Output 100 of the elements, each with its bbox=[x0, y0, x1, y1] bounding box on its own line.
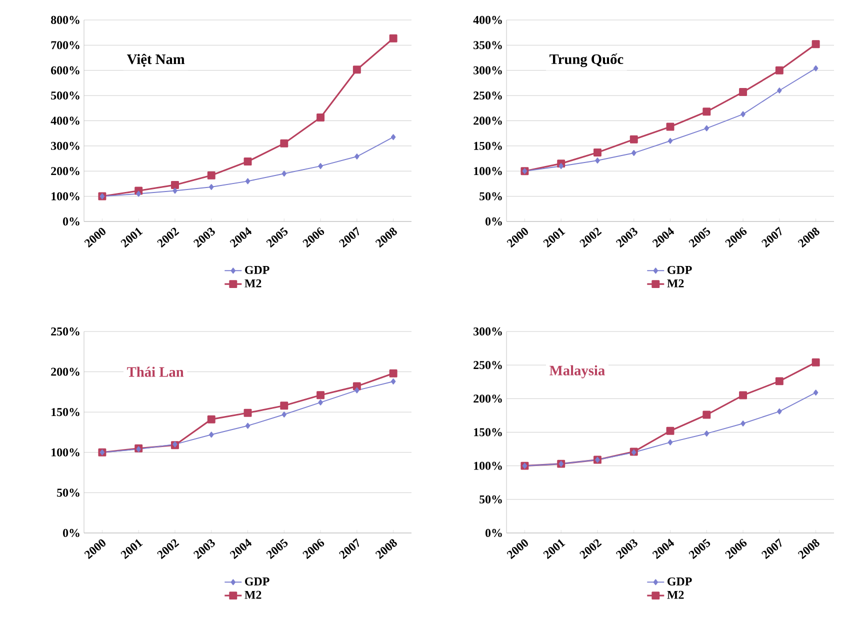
point bbox=[209, 432, 214, 438]
text: Việt Nam bbox=[126, 54, 185, 67]
y-tick-label: 300% bbox=[474, 66, 502, 74]
point bbox=[282, 412, 287, 418]
point bbox=[632, 150, 636, 156]
x-tick-label: 2001 bbox=[543, 539, 566, 560]
point bbox=[668, 138, 673, 144]
point bbox=[558, 163, 564, 170]
point bbox=[813, 390, 818, 396]
x-tick-label: 2003 bbox=[193, 228, 215, 248]
y-tick-label: 0% bbox=[486, 528, 502, 538]
point bbox=[354, 387, 360, 394]
y-tick-label: 150% bbox=[474, 142, 502, 150]
y-tick-label: 0% bbox=[63, 217, 80, 226]
point bbox=[666, 426, 674, 435]
point bbox=[668, 439, 673, 446]
y-tick-label: 300% bbox=[474, 327, 502, 336]
point bbox=[739, 391, 748, 400]
point bbox=[316, 113, 325, 122]
point bbox=[354, 154, 360, 160]
text: Trung Quốc bbox=[550, 53, 624, 68]
point bbox=[207, 171, 216, 180]
y-tick-label: 0% bbox=[63, 528, 80, 538]
legend-label: M2 bbox=[244, 590, 262, 599]
x-tick-label: 2005 bbox=[688, 227, 710, 248]
x-tick-label: 2002 bbox=[580, 228, 602, 248]
x-tick-label: 2008 bbox=[798, 539, 820, 560]
point bbox=[316, 391, 325, 400]
x-tick-label: 2001 bbox=[120, 539, 143, 560]
point bbox=[704, 125, 710, 132]
text: Thái Lan bbox=[127, 366, 184, 377]
y-tick-label: 500% bbox=[51, 91, 80, 100]
y-tick-label: 150% bbox=[474, 428, 502, 436]
y-tick-label: 250% bbox=[51, 327, 80, 336]
y-tick-label: 50% bbox=[480, 192, 502, 200]
point bbox=[740, 420, 746, 426]
y-tick-label: 200% bbox=[51, 167, 80, 176]
y-tick-label: 100% bbox=[52, 192, 80, 200]
point bbox=[739, 88, 748, 96]
point bbox=[593, 148, 602, 156]
point bbox=[390, 134, 396, 140]
point bbox=[702, 108, 711, 116]
point bbox=[207, 415, 216, 424]
y-tick-label: 800% bbox=[50, 16, 80, 24]
legend-label: GDP bbox=[668, 266, 692, 274]
x-tick-label: 2002 bbox=[157, 228, 180, 248]
y-tick-label: 300% bbox=[51, 142, 80, 150]
point bbox=[245, 422, 250, 429]
legend-label: GDP bbox=[245, 266, 270, 274]
legend-label: GDP bbox=[245, 577, 270, 586]
point bbox=[740, 111, 746, 118]
point bbox=[666, 122, 674, 131]
x-tick-label: 2003 bbox=[193, 539, 215, 560]
y-tick-label: 350% bbox=[474, 41, 502, 50]
legend-label: GDP bbox=[668, 577, 692, 586]
x-tick-label: 2005 bbox=[688, 538, 710, 560]
x-tick-label: 2008 bbox=[798, 228, 820, 248]
x-tick-label: 2000 bbox=[84, 228, 106, 248]
y-tick-label: 100% bbox=[474, 167, 502, 176]
point bbox=[136, 190, 141, 197]
point bbox=[244, 408, 252, 417]
x-tick-label: 2002 bbox=[580, 539, 602, 560]
point bbox=[352, 66, 361, 74]
x-tick-label: 2008 bbox=[375, 228, 397, 248]
y-tick-label: 50% bbox=[480, 495, 502, 504]
point bbox=[702, 410, 711, 419]
text: Malaysia bbox=[550, 365, 605, 378]
point bbox=[595, 158, 600, 164]
point bbox=[813, 65, 818, 72]
point bbox=[777, 408, 782, 414]
point bbox=[630, 135, 638, 144]
y-tick-label: 200% bbox=[51, 368, 80, 376]
x-tick-label: 2008 bbox=[375, 539, 397, 560]
x-tick-label: 2003 bbox=[616, 228, 638, 248]
y-tick-label: 250% bbox=[474, 91, 502, 100]
y-tick-label: 600% bbox=[51, 66, 80, 74]
point bbox=[318, 399, 323, 406]
y-tick-label: 100% bbox=[52, 448, 80, 456]
point bbox=[280, 402, 288, 410]
point bbox=[777, 88, 782, 94]
y-tick-label: 250% bbox=[474, 361, 502, 370]
x-tick-label: 2002 bbox=[157, 539, 180, 560]
point bbox=[244, 158, 252, 166]
x-tick-label: 2001 bbox=[543, 228, 566, 248]
x-tick-label: 2005 bbox=[266, 538, 288, 560]
legend-label: M2 bbox=[244, 279, 262, 288]
point bbox=[704, 430, 710, 437]
point bbox=[812, 40, 820, 48]
point bbox=[209, 184, 214, 190]
y-tick-label: 100% bbox=[474, 462, 502, 470]
y-tick-label: 0% bbox=[486, 217, 502, 226]
x-tick-label: 2000 bbox=[506, 228, 528, 248]
point bbox=[775, 377, 784, 386]
point bbox=[282, 170, 287, 177]
point bbox=[280, 139, 288, 148]
x-tick-label: 2000 bbox=[84, 539, 106, 560]
point bbox=[775, 66, 784, 74]
legend-label: M2 bbox=[667, 279, 684, 288]
point bbox=[170, 180, 179, 189]
point bbox=[245, 178, 250, 184]
